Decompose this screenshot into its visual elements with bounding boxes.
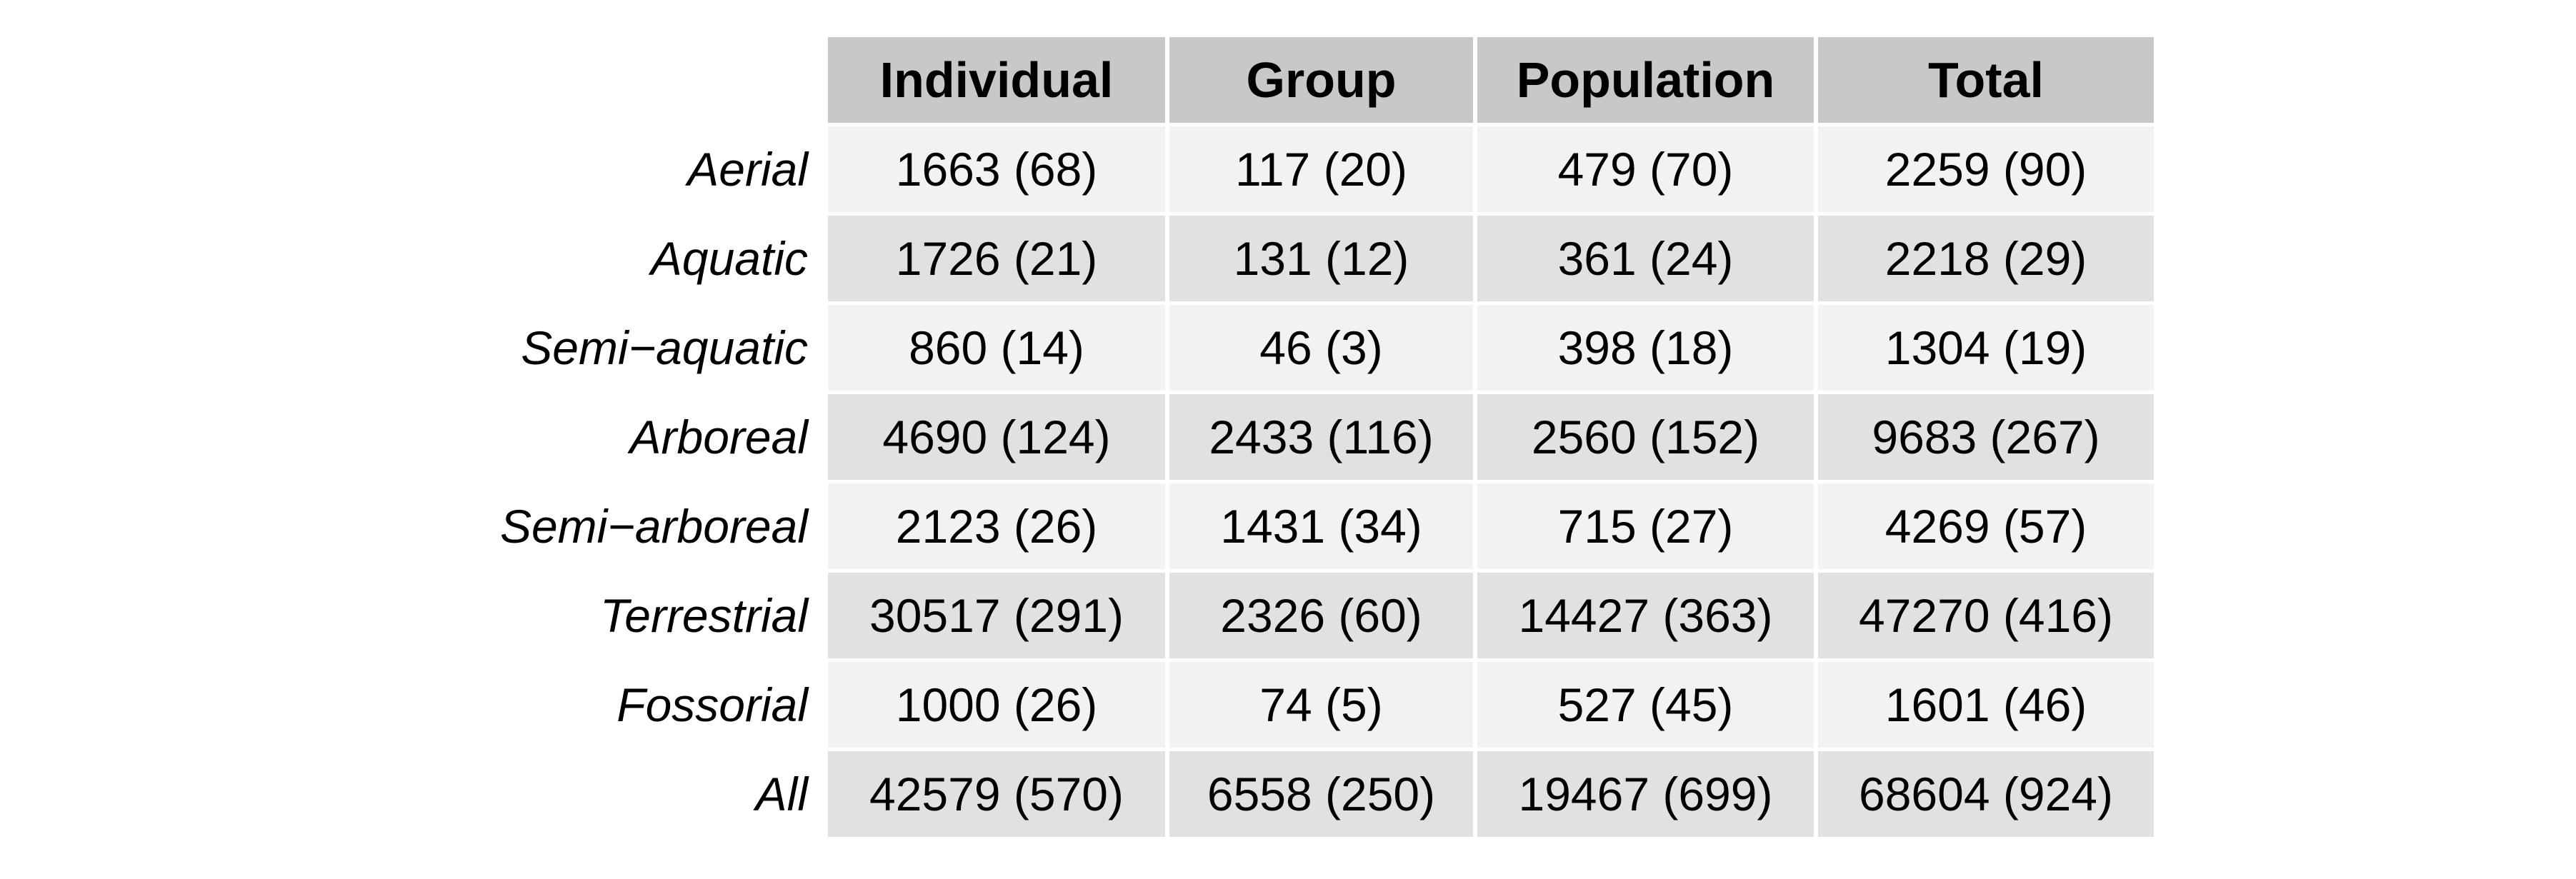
row-label: Semi−arboreal <box>499 500 808 553</box>
table-cell: 46 (3) <box>1169 305 1473 391</box>
table-cell: 361 (24) <box>1477 216 1814 301</box>
table-cell: 42579 (570) <box>828 751 1165 837</box>
row-label: Arboreal <box>629 411 808 463</box>
table-cell: 1601 (46) <box>1818 662 2154 748</box>
table-cell: 68604 (924) <box>1818 751 2154 837</box>
row-label: Semi−aquatic <box>521 321 808 374</box>
table-cell: 2326 (60) <box>1169 573 1473 658</box>
table-cell: 47270 (416) <box>1818 573 2154 658</box>
table-cell: 860 (14) <box>828 305 1165 391</box>
row-label: Aerial <box>687 143 808 196</box>
table-cell: 1000 (26) <box>828 662 1165 748</box>
table-cell: 14427 (363) <box>1477 573 1814 658</box>
table-cell: 398 (18) <box>1477 305 1814 391</box>
column-header: Population <box>1477 37 1814 123</box>
table-cell: 30517 (291) <box>828 573 1165 658</box>
table-cell: 2433 (116) <box>1169 394 1473 480</box>
row-label: Aquatic <box>650 232 808 285</box>
table-cell: 6558 (250) <box>1169 751 1473 837</box>
table-cell: 4690 (124) <box>828 394 1165 480</box>
table-cell: 19467 (699) <box>1477 751 1814 837</box>
table-cell: 1431 (34) <box>1169 483 1473 569</box>
table-cell: 2560 (152) <box>1477 394 1814 480</box>
table-cell: 74 (5) <box>1169 662 1473 748</box>
table-cell: 1726 (21) <box>828 216 1165 301</box>
table-cell: 527 (45) <box>1477 662 1814 748</box>
row-label: All <box>755 768 808 820</box>
table-cell: 9683 (267) <box>1818 394 2154 480</box>
table-cell: 2259 (90) <box>1818 126 2154 212</box>
table-cell: 131 (12) <box>1169 216 1473 301</box>
row-label: Terrestrial <box>600 589 808 642</box>
table-cell: 2123 (26) <box>828 483 1165 569</box>
table-cell: 117 (20) <box>1169 126 1473 212</box>
table-cell: 2218 (29) <box>1818 216 2154 301</box>
row-label: Fossorial <box>616 678 808 731</box>
table-cell: 1663 (68) <box>828 126 1165 212</box>
table-cell: 479 (70) <box>1477 126 1814 212</box>
table-cell: 4269 (57) <box>1818 483 2154 569</box>
column-header: Group <box>1169 37 1473 123</box>
column-header: Individual <box>828 37 1165 123</box>
table-cell: 1304 (19) <box>1818 305 2154 391</box>
column-header: Total <box>1818 37 2154 123</box>
table-cell: 715 (27) <box>1477 483 1814 569</box>
